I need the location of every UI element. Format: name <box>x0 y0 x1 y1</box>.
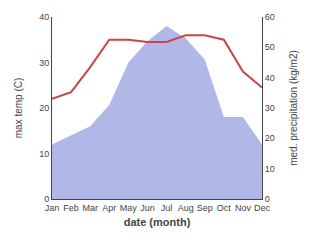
svg-text:40: 40 <box>39 12 49 22</box>
svg-text:30: 30 <box>265 103 275 113</box>
svg-text:40: 40 <box>265 73 275 83</box>
svg-text:Nov: Nov <box>235 203 252 213</box>
svg-text:50: 50 <box>265 42 275 52</box>
svg-text:Jun: Jun <box>140 203 155 213</box>
svg-text:date (month): date (month) <box>124 216 191 228</box>
svg-text:May: May <box>120 203 138 213</box>
svg-text:Dec: Dec <box>254 203 271 213</box>
svg-text:30: 30 <box>39 58 49 68</box>
svg-text:20: 20 <box>39 103 49 113</box>
svg-text:Jul: Jul <box>161 203 173 213</box>
svg-text:10: 10 <box>39 149 49 159</box>
svg-text:Oct: Oct <box>217 203 232 213</box>
svg-text:Aug: Aug <box>178 203 194 213</box>
svg-text:Mar: Mar <box>82 203 98 213</box>
svg-text:0: 0 <box>44 194 49 204</box>
svg-text:Apr: Apr <box>102 203 116 213</box>
svg-text:med. precipitation (kg/m2): med. precipitation (kg/m2) <box>288 50 299 166</box>
svg-text:20: 20 <box>265 133 275 143</box>
svg-text:max temp (C): max temp (C) <box>13 78 24 139</box>
svg-text:Sep: Sep <box>197 203 213 213</box>
svg-text:Jan: Jan <box>45 203 60 213</box>
svg-text:Feb: Feb <box>63 203 79 213</box>
svg-text:60: 60 <box>265 12 275 22</box>
svg-text:10: 10 <box>265 164 275 174</box>
svg-text:0: 0 <box>265 194 270 204</box>
